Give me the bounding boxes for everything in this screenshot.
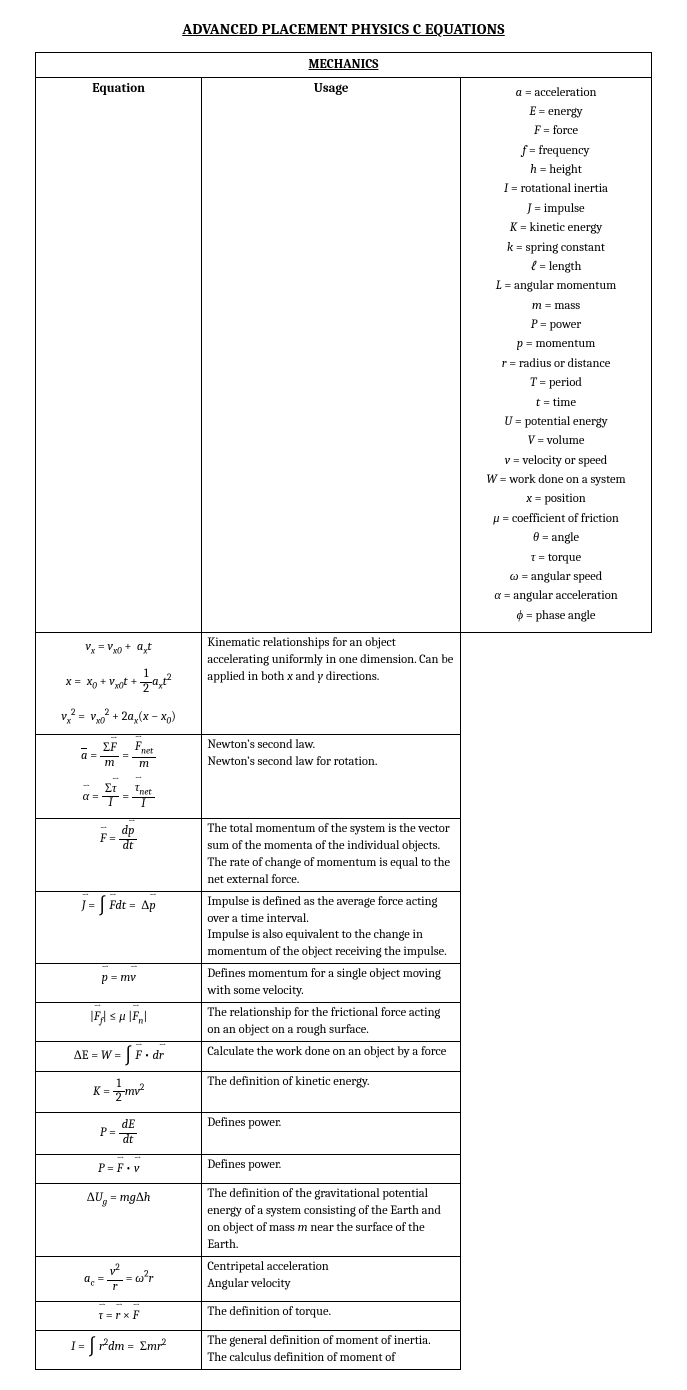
equation-cell: P = F • v [36, 1154, 202, 1184]
col-header-equation: Equation [36, 77, 202, 633]
equation-cell: P = dEdt [36, 1113, 202, 1155]
usage-cell: The total momentum of the system is the … [202, 819, 461, 892]
equation-cell: a = ΣFm = Fnetmα = ΣτI = τnetI [36, 735, 202, 819]
equation-cell: ΔUg = mgΔh [36, 1184, 202, 1257]
table-row: p = mvDefines momentum for a single obje… [36, 964, 652, 1003]
col-header-usage: Usage [202, 77, 461, 633]
equation-cell: p = mv [36, 964, 202, 1003]
table-row: K = 12mv2The definition of kinetic energ… [36, 1071, 652, 1113]
table-row: P = F • vDefines power. [36, 1154, 652, 1184]
equation-cell: vx = vx0 + axtx = x0 + vx0t + 12axt2vx2 … [36, 633, 202, 735]
equation-cell: I = ∫ r2dm = Σmr2 [36, 1331, 202, 1370]
usage-cell: Kinematic relationships for an object ac… [202, 633, 461, 735]
usage-cell: Centripetal accelerationAngular velocity [202, 1256, 461, 1301]
equation-cell: ΔE = W = ∫ F • dr [36, 1041, 202, 1071]
table-row: ΔUg = mgΔhThe definition of the gravitat… [36, 1184, 652, 1257]
usage-cell: The definition of torque. [202, 1301, 461, 1331]
usage-cell: The definition of kinetic energy. [202, 1071, 461, 1113]
usage-cell: Newton’s second law.Newton’s second law … [202, 735, 461, 819]
table-row: J = ∫ Fdt = ΔpImpulse is defined as the … [36, 891, 652, 964]
usage-cell: Impulse is defined as the average force … [202, 891, 461, 964]
equation-cell: ac = v2r = ω2r [36, 1256, 202, 1301]
table-row: τ = r × FThe definition of torque. [36, 1301, 652, 1331]
mechanics-table: MECHANICS Equation Usage a = acceleratio… [35, 52, 652, 1370]
table-row: ac = v2r = ω2rCentripetal accelerationAn… [36, 1256, 652, 1301]
usage-cell: The definition of the gravitational pote… [202, 1184, 461, 1257]
table-row: P = dEdtDefines power. [36, 1113, 652, 1155]
table-row: ΔE = W = ∫ F • drCalculate the work done… [36, 1041, 652, 1071]
equation-cell: |Ff| ≤ μ |Fn| [36, 1002, 202, 1041]
page-title: ADVANCED PLACEMENT PHYSICS C EQUATIONS [35, 20, 652, 38]
table-row: a = ΣFm = Fnetmα = ΣτI = τnetINewton’s s… [36, 735, 652, 819]
usage-cell: Defines momentum for a single object mov… [202, 964, 461, 1003]
equation-cell: τ = r × F [36, 1301, 202, 1331]
equation-cell: F = dpdt [36, 819, 202, 892]
table-row: I = ∫ r2dm = Σmr2The general definition … [36, 1331, 652, 1370]
table-row: F = dpdtThe total momentum of the system… [36, 819, 652, 892]
equation-cell: J = ∫ Fdt = Δp [36, 891, 202, 964]
usage-cell: The relationship for the frictional forc… [202, 1002, 461, 1041]
usage-cell: The general definition of moment of iner… [202, 1331, 461, 1370]
table-row: vx = vx0 + axtx = x0 + vx0t + 12axt2vx2 … [36, 633, 652, 735]
equation-cell: K = 12mv2 [36, 1071, 202, 1113]
usage-cell: Defines power. [202, 1154, 461, 1184]
variable-legend: a = accelerationE = energyF = forcef = f… [461, 77, 652, 633]
section-header: MECHANICS [36, 53, 652, 78]
usage-cell: Defines power. [202, 1113, 461, 1155]
usage-cell: Calculate the work done on an object by … [202, 1041, 461, 1071]
table-row: |Ff| ≤ μ |Fn|The relationship for the fr… [36, 1002, 652, 1041]
